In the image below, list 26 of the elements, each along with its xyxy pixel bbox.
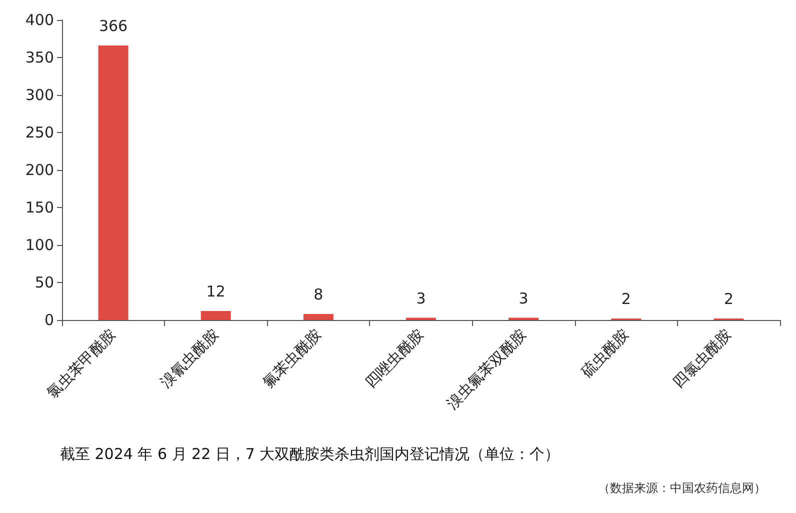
x-tick-label: 溴虫氟苯双酰胺 — [442, 326, 530, 413]
data-label: 12 — [206, 282, 226, 300]
data-label: 366 — [98, 17, 128, 35]
y-tick-label: 150 — [25, 198, 54, 216]
bar — [303, 314, 334, 320]
x-tick-label: 溴氰虫酰胺 — [156, 326, 222, 392]
bar — [200, 311, 231, 320]
y-tick-label: 300 — [25, 86, 54, 104]
data-label: 3 — [416, 289, 426, 308]
bar — [98, 46, 128, 320]
text: （数据来源：中国农药信息网） — [598, 481, 766, 495]
y-tick-label: 200 — [25, 161, 54, 179]
y-tick-label: 100 — [25, 236, 54, 254]
x-tick-label: 氟苯虫酰胺 — [259, 326, 325, 392]
data-label: 2 — [621, 290, 631, 308]
y-tick-label: 400 — [25, 11, 54, 29]
text: 截至 2024 年 6 月 22 日，7 大双酰胺类杀虫剂国内登记情况（单位：个） — [60, 445, 560, 463]
data-label: 8 — [314, 286, 324, 304]
x-tick-label: 四唑虫酰胺 — [362, 326, 428, 392]
y-tick-label: 50 — [34, 274, 54, 292]
x-tick-label: 硫虫酰胺 — [577, 326, 633, 381]
data-label: 2 — [724, 290, 734, 308]
y-tick-label: 250 — [25, 124, 54, 142]
x-tick-label: 四氯虫酰胺 — [669, 326, 736, 392]
data-label: 3 — [518, 289, 528, 308]
y-tick-label: 350 — [25, 48, 54, 66]
